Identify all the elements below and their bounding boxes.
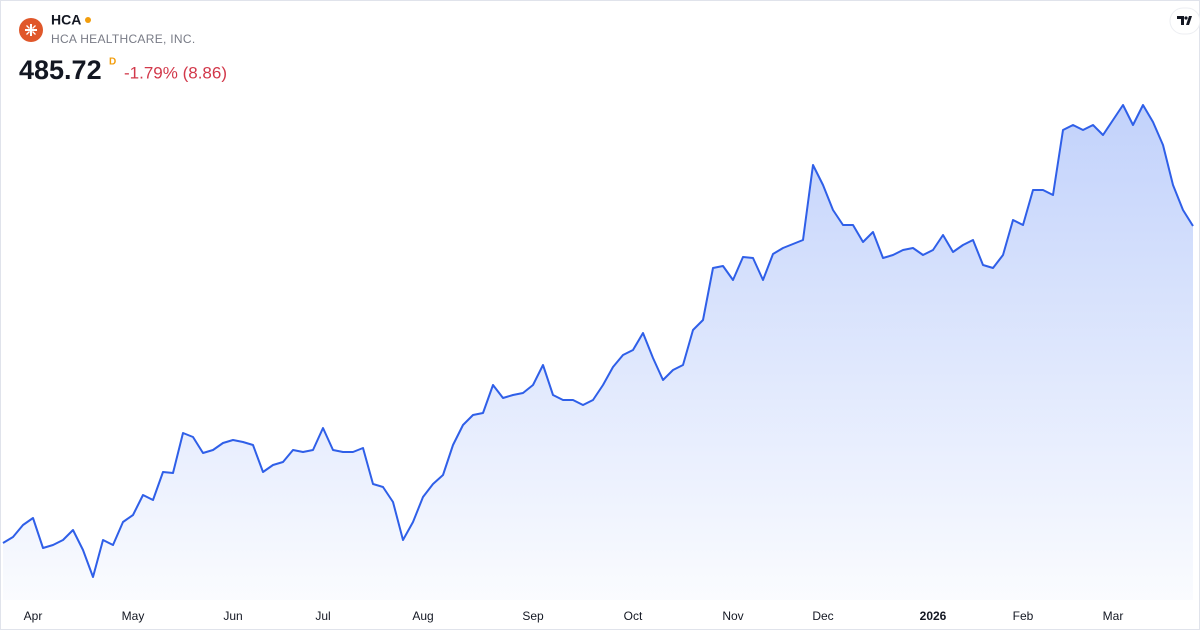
status-dot — [85, 17, 91, 23]
x-tick-label: Feb — [1013, 609, 1034, 623]
x-tick-label: Nov — [722, 609, 743, 623]
logo[interactable] — [1169, 7, 1200, 35]
x-tick-label: Jul — [315, 609, 330, 623]
x-tick-label: Sep — [522, 609, 544, 623]
x-tick-label: Apr — [24, 609, 43, 623]
symbol: HCA — [51, 12, 81, 28]
x-tick-label: Oct — [624, 609, 643, 623]
change: -1.79% (8.86) — [124, 63, 227, 82]
price-line — [2, 104, 1194, 578]
price: 485.72 — [19, 55, 102, 85]
x-tick-label: May — [122, 609, 145, 623]
company-name: HCA HEALTHCARE, INC. — [51, 32, 195, 46]
plot-area: Apr May Jun Jul Aug Sep Oct Nov Dec 2026 Feb Mar — [2, 104, 1194, 623]
interval: D — [109, 57, 116, 68]
x-tick-label: Dec — [812, 609, 833, 623]
x-tick-label: Jun — [223, 609, 242, 623]
symbol-icon — [19, 18, 43, 42]
area-fill — [3, 105, 1193, 600]
x-tick-label: 2026 — [920, 609, 947, 623]
x-tick-label: Mar — [1103, 609, 1124, 623]
x-tick-label: Aug — [412, 609, 433, 623]
